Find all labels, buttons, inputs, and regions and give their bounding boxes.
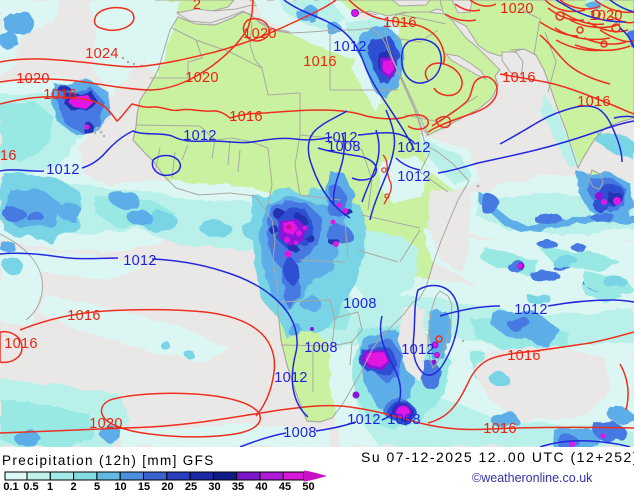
svg-text:2: 2: [193, 0, 201, 13]
svg-text:10: 10: [114, 481, 126, 490]
svg-text:1016: 1016: [0, 148, 17, 164]
svg-text:1012: 1012: [123, 253, 156, 269]
svg-text:1008: 1008: [343, 296, 376, 312]
svg-text:1012: 1012: [183, 128, 216, 144]
svg-text:Su 07-12-2025 12..00 UTC (12+2: Su 07-12-2025 12..00 UTC (12+252): [361, 449, 634, 465]
svg-text:1012: 1012: [401, 342, 434, 358]
svg-text:1020: 1020: [589, 8, 622, 24]
svg-text:1020: 1020: [16, 71, 49, 87]
svg-text:1020: 1020: [243, 26, 276, 42]
svg-text:1012: 1012: [397, 169, 430, 185]
svg-text:1016: 1016: [4, 336, 37, 352]
svg-text:1016: 1016: [507, 348, 540, 364]
svg-text:1016: 1016: [577, 94, 610, 110]
svg-text:15: 15: [138, 481, 150, 490]
svg-text:1: 1: [47, 481, 53, 490]
svg-text:1016: 1016: [502, 70, 535, 86]
svg-text:1012: 1012: [333, 39, 366, 55]
svg-text:45: 45: [279, 481, 291, 490]
svg-text:1008: 1008: [387, 412, 420, 428]
svg-text:1012: 1012: [347, 412, 380, 428]
svg-text:1020: 1020: [89, 416, 122, 432]
svg-text:1012: 1012: [274, 370, 307, 386]
svg-text:1008: 1008: [327, 139, 360, 155]
svg-text:1024: 1024: [85, 46, 118, 62]
svg-text:20: 20: [161, 481, 173, 490]
svg-text:2: 2: [70, 481, 76, 490]
svg-text:1016: 1016: [67, 308, 100, 324]
svg-text:0.5: 0.5: [23, 481, 38, 490]
svg-text:1012: 1012: [397, 140, 430, 156]
svg-text:0.1: 0.1: [3, 481, 18, 490]
svg-text:30: 30: [208, 481, 220, 490]
svg-text:1016: 1016: [43, 87, 76, 103]
svg-text:5: 5: [94, 481, 100, 490]
svg-text:1012: 1012: [324, 130, 357, 146]
svg-text:35: 35: [232, 481, 244, 490]
svg-text:1016: 1016: [303, 54, 336, 70]
svg-text:1012: 1012: [46, 162, 79, 178]
svg-text:1012: 1012: [514, 302, 547, 318]
svg-text:1008: 1008: [283, 425, 316, 441]
svg-text:50: 50: [302, 481, 314, 490]
svg-text:1016: 1016: [483, 421, 516, 437]
svg-text:40: 40: [255, 481, 267, 490]
svg-text:1008: 1008: [304, 340, 337, 356]
svg-text:1020: 1020: [500, 1, 533, 17]
svg-text:1020: 1020: [185, 70, 218, 86]
svg-text:1016: 1016: [383, 15, 416, 31]
svg-text:©weatheronline.co.uk: ©weatheronline.co.uk: [472, 471, 593, 485]
svg-text:25: 25: [185, 481, 197, 490]
svg-text:Precipitation (12h) [mm] GFS: Precipitation (12h) [mm] GFS: [2, 453, 215, 468]
svg-text:1016: 1016: [229, 109, 262, 125]
